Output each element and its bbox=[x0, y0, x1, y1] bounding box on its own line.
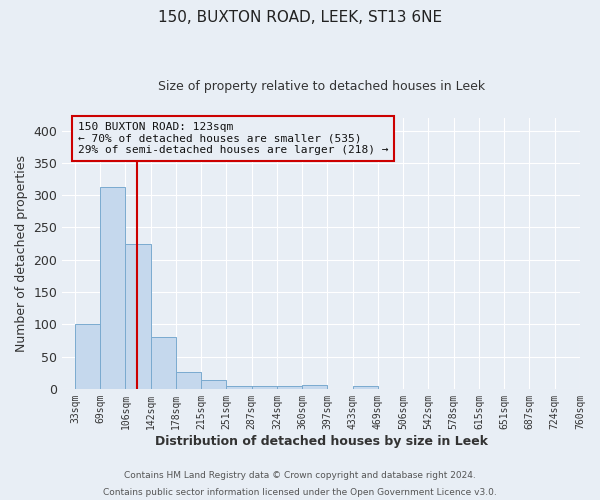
Text: Contains HM Land Registry data © Crown copyright and database right 2024.: Contains HM Land Registry data © Crown c… bbox=[124, 471, 476, 480]
Bar bbox=[75, 324, 100, 389]
Bar bbox=[353, 386, 378, 389]
X-axis label: Distribution of detached houses by size in Leek: Distribution of detached houses by size … bbox=[155, 434, 488, 448]
Bar bbox=[201, 380, 226, 389]
Bar bbox=[226, 386, 251, 389]
Bar bbox=[277, 386, 302, 389]
Bar bbox=[251, 386, 277, 389]
Bar bbox=[302, 385, 328, 389]
Bar bbox=[151, 337, 176, 389]
Bar bbox=[125, 244, 151, 389]
Text: Contains public sector information licensed under the Open Government Licence v3: Contains public sector information licen… bbox=[103, 488, 497, 497]
Bar bbox=[100, 187, 125, 389]
Text: 150, BUXTON ROAD, LEEK, ST13 6NE: 150, BUXTON ROAD, LEEK, ST13 6NE bbox=[158, 10, 442, 25]
Text: 150 BUXTON ROAD: 123sqm
← 70% of detached houses are smaller (535)
29% of semi-d: 150 BUXTON ROAD: 123sqm ← 70% of detache… bbox=[78, 122, 388, 155]
Title: Size of property relative to detached houses in Leek: Size of property relative to detached ho… bbox=[158, 80, 485, 93]
Bar bbox=[176, 372, 201, 389]
Y-axis label: Number of detached properties: Number of detached properties bbox=[15, 155, 28, 352]
